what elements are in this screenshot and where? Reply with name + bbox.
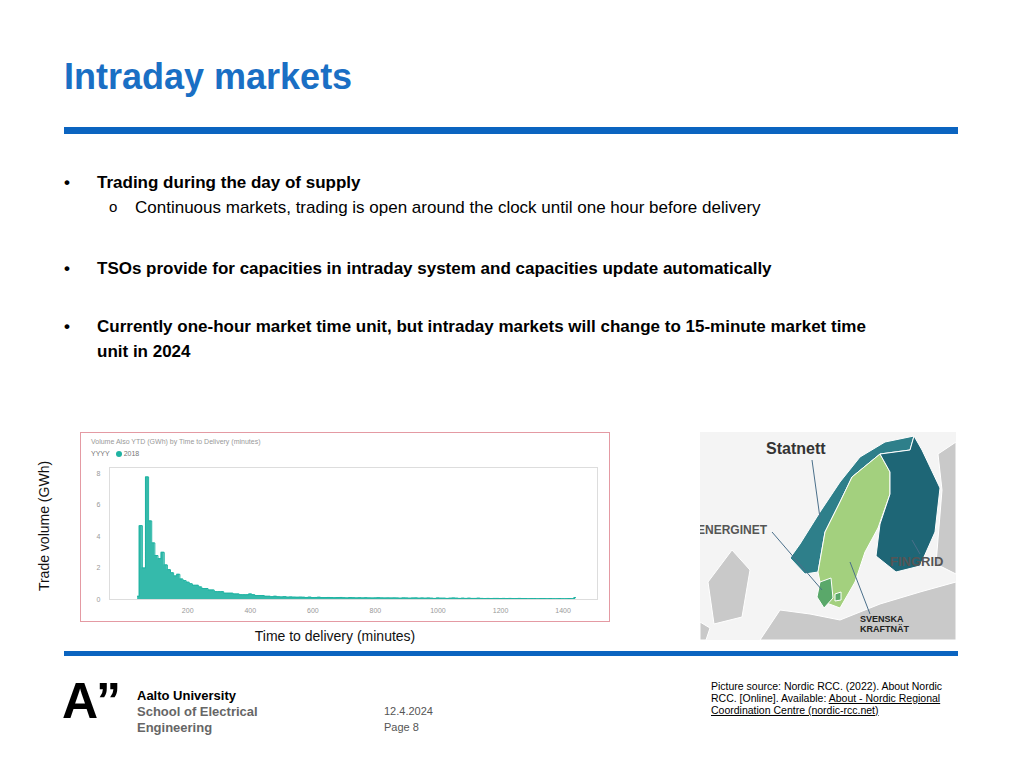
svg-text:1000: 1000: [430, 607, 446, 614]
html-text:Time to delivery (minutes): Time to delivery (minutes): [254, 628, 416, 644]
svg-text:1200: 1200: [493, 607, 509, 614]
svg-text:2: 2: [97, 564, 101, 571]
html-text:Intraday markets: Intraday markets: [64, 56, 353, 97]
html-text:Continuous markets, trading is: Continuous markets, trading is open arou…: [135, 198, 761, 217]
html-text:A”: A”: [62, 673, 120, 729]
html-text:Engineering: Engineering: [137, 720, 213, 735]
html-text:2018: 2018: [123, 450, 140, 457]
svg-text:Statnett: Statnett: [766, 440, 826, 457]
svg-text:400: 400: [244, 607, 256, 614]
html-text:o: o: [109, 198, 118, 215]
svg-text:4: 4: [97, 533, 101, 540]
svg-text:SVENSKA: SVENSKA: [860, 614, 904, 624]
svg-text:ENERGINET: ENERGINET: [700, 523, 768, 537]
html-text:Volume Also YTD (GWh) by Time: Volume Also YTD (GWh) by Time to Deliver…: [91, 438, 261, 445]
html-text:Trade volume (GWh): Trade volume (GWh): [36, 460, 52, 592]
svg-text:6: 6: [97, 501, 101, 508]
svg-text:8: 8: [97, 470, 101, 477]
html-text:Currently one-hour market time: Currently one-hour market time unit, but…: [97, 317, 866, 361]
svg-text:FINGRID: FINGRID: [890, 554, 943, 569]
svg-text:200: 200: [182, 607, 194, 614]
html-text:Aalto University: Aalto University: [137, 688, 236, 703]
html-text:TSOs provide for capacities in: TSOs provide for capacities in intraday …: [97, 259, 772, 278]
svg-text:1400: 1400: [555, 607, 571, 614]
svg-text:0: 0: [97, 596, 101, 603]
html-text:Page 8: Page 8: [384, 721, 419, 733]
svg-text:800: 800: [370, 607, 382, 614]
html-text:School of Electrical: School of Electrical: [137, 704, 258, 719]
svg-text:600: 600: [307, 607, 319, 614]
svg-text:KRAFTNÄT: KRAFTNÄT: [860, 624, 909, 634]
html-text:Picture source: Nordic RCC. (2: Picture source: Nordic RCC. (2022). Abou…: [711, 680, 943, 716]
html-text:12.4.2024: 12.4.2024: [384, 705, 433, 717]
html-text:YYYY: YYYY: [91, 450, 110, 457]
html-text:Trading during the day of supp: Trading during the day of supply: [97, 173, 361, 192]
